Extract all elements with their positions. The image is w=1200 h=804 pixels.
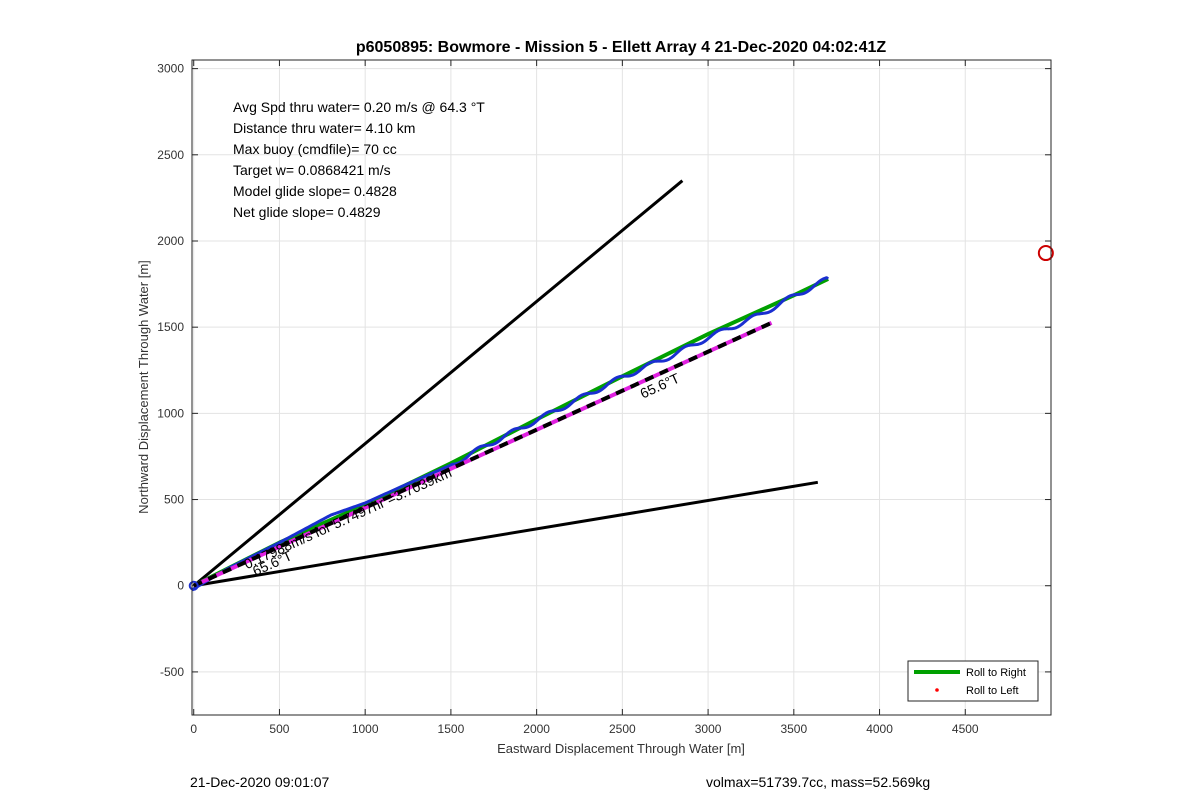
series-lower-bound: [193, 480, 819, 588]
y-tick-label: 1000: [157, 406, 184, 420]
grid-lines: [192, 60, 1051, 715]
series-layer: [188, 179, 1054, 592]
footer-timestamp: 21-Dec-2020 09:01:07: [190, 774, 330, 790]
series-mean-heading-dash: [192, 321, 773, 588]
x-tick-label: 4500: [952, 722, 979, 736]
info-net-glide: Net glide slope= 0.4829: [233, 204, 381, 220]
y-tick-label: 0: [177, 579, 184, 593]
y-tick-label: 500: [164, 493, 184, 507]
legend-label-roll-right: Roll to Right: [966, 667, 1026, 679]
info-model-glide: Model glide slope= 0.4828: [233, 183, 397, 199]
plot-area: [192, 60, 1051, 715]
start-marker: [188, 580, 199, 591]
series-track: [191, 276, 830, 592]
info-target-w: Target w= 0.0868421 m/s: [233, 162, 391, 178]
target-marker: [1037, 245, 1054, 262]
x-axis-label: Eastward Displacement Through Water [m]: [497, 741, 745, 756]
info-avg-speed: Avg Spd thru water= 0.20 m/s @ 64.3 °T: [233, 99, 485, 115]
x-tick-label: 0: [190, 722, 197, 736]
y-tick-label: 1500: [157, 320, 184, 334]
x-tick-label: 3000: [695, 722, 722, 736]
legend: Roll to Right Roll to Left: [907, 660, 1039, 702]
series-upper-bound: [192, 179, 684, 587]
x-tick-label: 500: [269, 722, 289, 736]
legend-box: [907, 660, 1039, 702]
y-tick-label: 2500: [157, 148, 184, 162]
x-tick-label: 4000: [866, 722, 893, 736]
x-tick-label: 3500: [780, 722, 807, 736]
axis-ticks: 0 500 1000 1500 2000 2500 3000 3500 4000 4500 -500…: [157, 60, 1051, 736]
legend-label-roll-left: Roll to Left: [966, 685, 1019, 697]
footer-vol-mass: volmax=51739.7cc, mass=52.569kg: [706, 774, 930, 790]
y-tick-label: 2000: [157, 234, 184, 248]
x-tick-label: 2000: [523, 722, 550, 736]
x-tick-label: 1000: [352, 722, 379, 736]
info-max-buoy: Max buoy (cmdfile)= 70 cc: [233, 141, 397, 157]
y-axis-label: Northward Displacement Through Water [m]: [136, 260, 151, 514]
chart-title: p6050895: Bowmore - Mission 5 - Ellett A…: [356, 39, 887, 56]
y-tick-label: 3000: [157, 62, 184, 76]
legend-swatch-roll-left: [935, 688, 939, 692]
x-tick-label: 2500: [609, 722, 636, 736]
plot-frame: [191, 59, 1052, 716]
y-tick-label: -500: [160, 665, 184, 679]
info-box: Avg Spd thru water= 0.20 m/s @ 64.3 °T D…: [233, 99, 485, 220]
x-tick-label: 1500: [438, 722, 465, 736]
info-distance: Distance thru water= 4.10 km: [233, 120, 415, 136]
